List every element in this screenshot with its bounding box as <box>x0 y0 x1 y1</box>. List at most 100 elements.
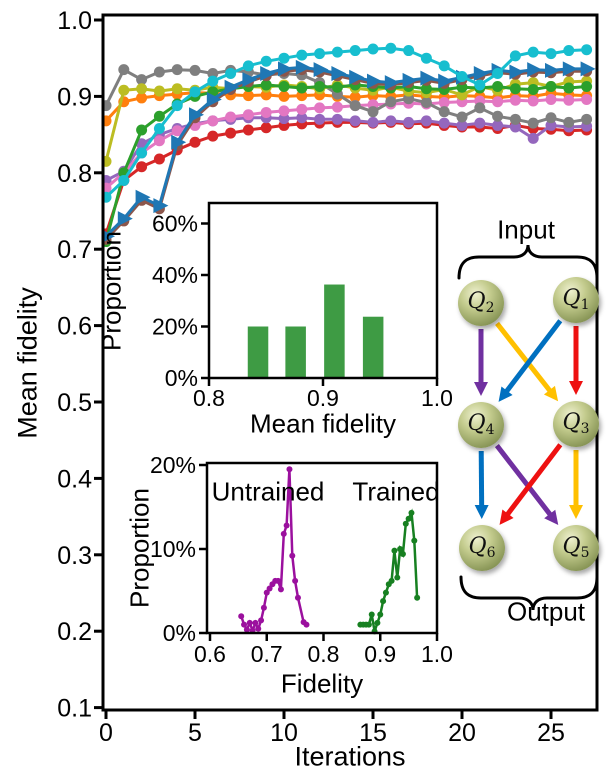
dist-marker-Trained <box>405 515 412 522</box>
marker-run-pink <box>314 102 326 114</box>
qubit-label-q4: Q4 <box>467 411 495 438</box>
marker-run-purple <box>403 116 415 128</box>
marker-run-blue <box>206 91 222 107</box>
marker-run-cyan <box>527 46 539 58</box>
marker-run-orange <box>242 90 254 102</box>
marker-run-cyan <box>314 48 326 60</box>
marker-run-blue <box>402 72 418 88</box>
marker-run-blue <box>224 79 240 95</box>
series-line-run-orange <box>104 91 587 122</box>
dist-marker-Trained <box>397 546 404 552</box>
marker-run-cyan <box>171 100 183 112</box>
histogram-y-axis-label: Proportion <box>96 231 127 351</box>
edge-head-Q1-Q4 <box>498 386 513 402</box>
marker-run-blue <box>438 73 454 89</box>
svg-text:0.9: 0.9 <box>307 385 339 411</box>
marker-run-pink <box>278 105 290 117</box>
dist-marker-Trained <box>368 611 375 618</box>
dist-marker-Untrained <box>246 619 253 626</box>
marker-run-green <box>509 83 521 95</box>
dist-marker-Untrained <box>275 577 282 584</box>
dist-marker-Trained <box>414 594 421 601</box>
marker-run-blue <box>349 69 365 85</box>
dist-marker-Trained <box>408 509 415 516</box>
marker-run-pink <box>153 135 165 147</box>
histogram-bar <box>362 316 384 378</box>
dist-marker-Untrained <box>252 619 259 626</box>
main-series-group <box>103 42 596 248</box>
marker-run-blue <box>171 134 187 150</box>
svg-text:0.7: 0.7 <box>251 641 283 667</box>
histogram-bar <box>247 326 269 378</box>
svg-text:20%: 20% <box>152 314 198 340</box>
marker-run-red <box>207 130 219 142</box>
marker-run-gray <box>581 113 593 125</box>
dist-marker-Untrained <box>280 530 287 537</box>
edge-head-Q4-Q6 <box>474 504 489 520</box>
marker-run-cyan <box>438 60 450 72</box>
svg-text:0%: 0% <box>165 365 198 391</box>
marker-run-olive <box>103 155 112 167</box>
series-line-run-brown <box>104 68 587 241</box>
marker-run-gray <box>153 66 165 78</box>
marker-run-blue <box>580 61 596 77</box>
dist-marker-Untrained <box>292 577 299 584</box>
marker-run-gray <box>118 64 130 76</box>
svg-text:0.7: 0.7 <box>57 236 92 264</box>
series-line-run-cyan <box>104 46 587 199</box>
qubit-node-q2: Q2 <box>458 280 504 326</box>
marker-run-olive <box>171 83 183 95</box>
marker-run-gray <box>171 64 183 76</box>
marker-run-purple <box>349 115 361 127</box>
marker-run-cyan <box>403 45 415 57</box>
marker-run-gray <box>420 97 432 109</box>
marker-run-gray <box>385 96 397 108</box>
marker-run-green <box>260 79 272 91</box>
marker-run-purple <box>527 132 539 144</box>
svg-text:40%: 40% <box>152 262 198 288</box>
edge-Q3-Q6 <box>504 443 563 517</box>
marker-run-blue <box>384 75 400 91</box>
qubit-label-q6: Q6 <box>468 534 496 561</box>
svg-text:0.4: 0.4 <box>57 465 92 493</box>
svg-text:0%: 0% <box>163 620 196 646</box>
svg-text:0.8: 0.8 <box>308 641 340 667</box>
marker-run-green <box>527 84 539 96</box>
histogram-bar <box>324 284 345 378</box>
marker-run-green <box>136 124 148 136</box>
marker-run-green <box>563 82 575 94</box>
dist-marker-Untrained <box>286 466 293 473</box>
marker-run-purple <box>385 115 397 127</box>
histogram-bar <box>285 326 306 378</box>
dist-marker-Trained <box>402 520 409 527</box>
marker-run-pink <box>545 93 557 105</box>
marker-run-gray <box>492 110 504 122</box>
marker-run-pink <box>563 94 575 106</box>
qubit-label-q1: Q1 <box>562 286 590 313</box>
marker-run-green <box>581 80 593 92</box>
marker-run-cyan <box>153 122 165 134</box>
dist-marker-Untrained <box>294 594 301 601</box>
series-line-run-blue <box>104 65 587 238</box>
svg-text:0.9: 0.9 <box>57 83 92 111</box>
marker-run-cyan <box>103 191 112 203</box>
marker-run-red <box>153 153 165 165</box>
marker-run-olive <box>456 89 468 101</box>
edge-Q4-Q5 <box>494 444 553 518</box>
marker-run-cyan <box>189 86 201 98</box>
marker-run-blue <box>562 61 578 77</box>
dist-marker-Trained <box>388 577 395 584</box>
dist-marker-Untrained <box>238 613 245 620</box>
edge-head-Q3-Q6 <box>499 509 514 525</box>
marker-run-purple <box>438 117 450 129</box>
marker-run-pink <box>296 103 308 115</box>
marker-run-cyan <box>225 67 237 79</box>
dist-marker-Untrained <box>255 625 262 632</box>
marker-run-pink <box>225 111 237 123</box>
marker-run-purple <box>296 112 308 124</box>
marker-run-green <box>314 80 326 92</box>
dist-marker-Untrained <box>266 585 273 592</box>
marker-run-cyan <box>456 71 468 83</box>
